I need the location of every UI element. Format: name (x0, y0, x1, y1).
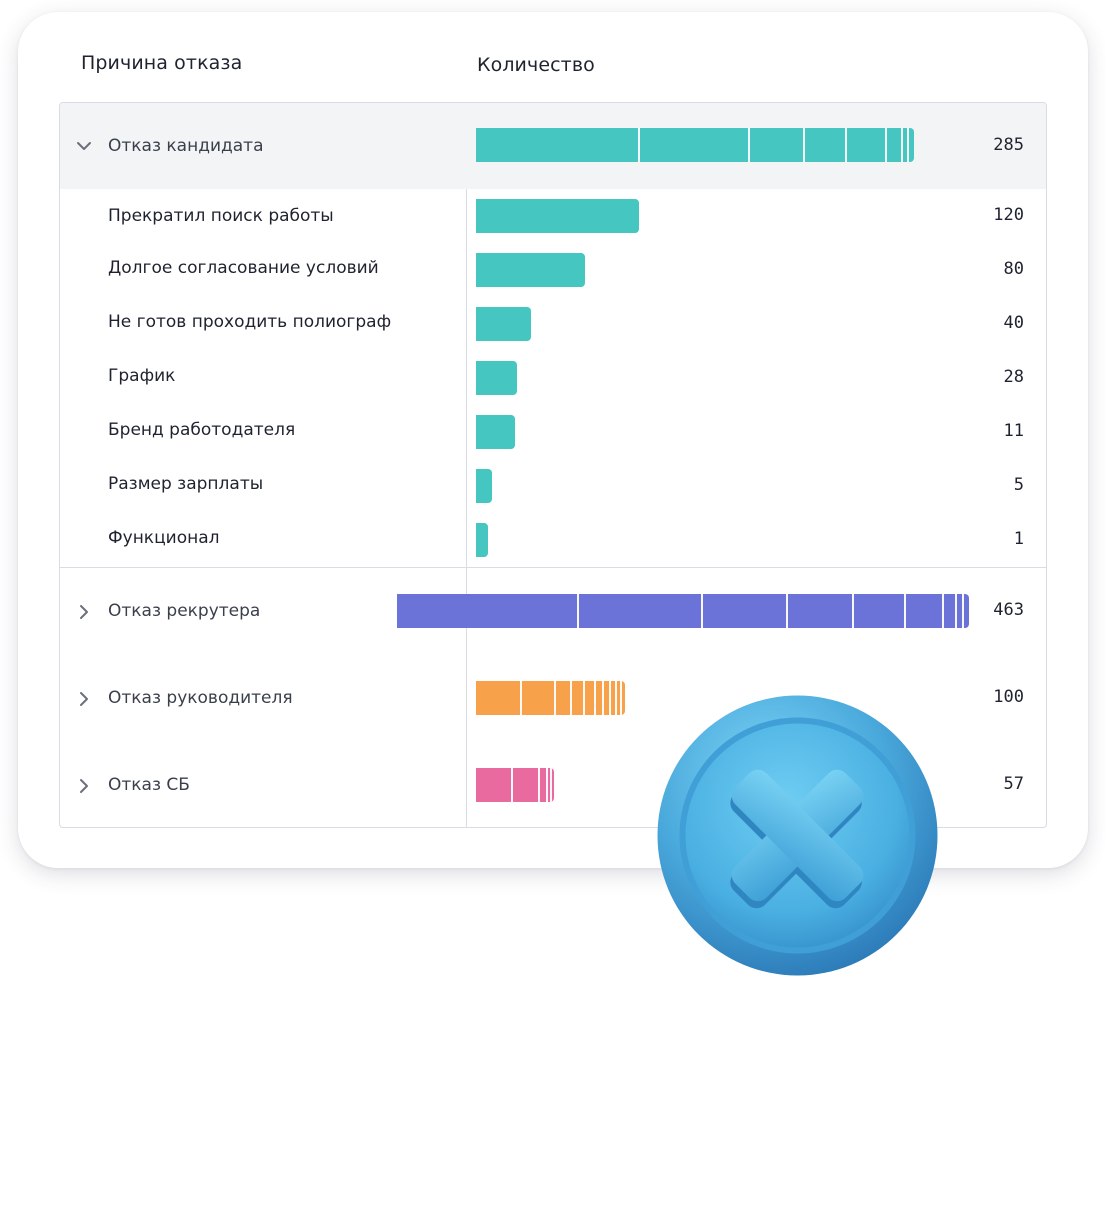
group-value: 285 (993, 135, 1024, 155)
group-value: 57 (1003, 774, 1024, 794)
group-separator (60, 567, 1046, 568)
group-value: 100 (993, 687, 1024, 707)
reason-label: Прекратил поиск работы (108, 206, 334, 226)
reason-bar (476, 523, 488, 557)
list-item: Функционал 1 (60, 513, 1046, 567)
column-header-reason: Причина отказа (81, 52, 243, 74)
group-row-candidate[interactable]: Отказ кандидата 285 (60, 103, 1046, 189)
reason-bar (476, 307, 531, 341)
reason-label: Не готов проходить полиограф (108, 312, 392, 332)
group-label: Отказ рекрутера (108, 601, 261, 621)
group-label: Отказ СБ (108, 775, 190, 795)
chevron-right-icon[interactable] (74, 602, 94, 622)
reason-bar (476, 361, 517, 395)
column-divider (466, 103, 467, 827)
column-header-quantity: Количество (477, 54, 595, 76)
reason-bar (476, 253, 585, 287)
reason-value: 28 (1003, 367, 1024, 387)
group-bar-candidate (476, 128, 914, 162)
chevron-right-icon[interactable] (74, 689, 94, 709)
group-row-security[interactable]: Отказ СБ 57 (60, 742, 1046, 827)
reason-bar (476, 415, 515, 449)
list-item: Долгое согласование условий 80 (60, 243, 1046, 297)
reason-value: 40 (1003, 313, 1024, 333)
group-label: Отказ кандидата (108, 136, 264, 156)
reason-label: Бренд работодателя (108, 420, 296, 440)
group-row-manager[interactable]: Отказ руководителя 100 (60, 655, 1046, 742)
reason-bar (476, 469, 492, 503)
reason-label: Функционал (108, 528, 220, 548)
reason-value: 1 (1013, 529, 1024, 549)
reason-value: 80 (1003, 259, 1024, 279)
reason-value: 5 (1013, 475, 1024, 495)
group-label: Отказ руководителя (108, 688, 293, 708)
group-bar-security (476, 768, 554, 802)
group-value: 463 (993, 600, 1024, 620)
group-bar-manager (476, 681, 625, 715)
list-item: График 28 (60, 351, 1046, 405)
chevron-down-icon[interactable] (74, 136, 94, 156)
close-coin-icon (657, 695, 938, 976)
reason-value: 11 (1003, 421, 1024, 441)
reason-label: Долгое согласование условий (108, 258, 379, 278)
list-item: Не готов проходить полиограф 40 (60, 297, 1046, 351)
reason-bar (476, 199, 639, 233)
reason-value: 120 (993, 205, 1024, 225)
list-item: Размер зарплаты 5 (60, 459, 1046, 513)
chevron-right-icon[interactable] (74, 776, 94, 796)
reason-label: Размер зарплаты (108, 474, 264, 494)
group-row-recruiter[interactable]: Отказ рекрутера 463 (60, 568, 1046, 655)
rejection-reasons-table: Отказ кандидата 285 Прекратил поиск рабо… (59, 102, 1047, 828)
list-item: Бренд работодателя 11 (60, 405, 1046, 459)
group-bar-recruiter (397, 594, 969, 628)
list-item: Прекратил поиск работы 120 (60, 189, 1046, 243)
reason-label: График (108, 366, 176, 386)
